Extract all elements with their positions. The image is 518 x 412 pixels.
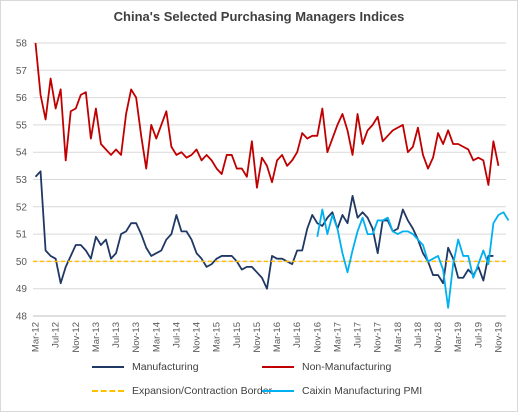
x-tick-label-nov-14: Nov-14 [192,322,203,353]
y-tick-label-53: 53 [16,175,28,186]
y-tick-label-48: 48 [16,312,28,323]
legend-swatch-expansion-border [92,390,124,392]
y-tick-label-54: 54 [16,148,28,159]
x-tick-label-nov-19: Nov-19 [493,322,504,353]
legend-swatch-manufacturing [92,366,124,368]
x-tick-label-jul-14: Jul-14 [171,322,182,348]
legend-swatch-caixin [262,390,294,392]
legend-label-non-manufacturing: Non-Manufacturing [302,361,392,373]
x-tick-label-nov-17: Nov-17 [373,322,384,353]
x-tick-label-jul-13: Jul-13 [111,322,122,348]
y-tick-label-57: 57 [16,66,28,77]
x-tick-label-jul-12: Jul-12 [51,322,62,348]
x-tick-label-nov-16: Nov-16 [312,322,323,353]
x-tick-label-jul-18: Jul-18 [413,322,424,348]
legend-item-expansion-border: Expansion/Contraction Border [92,385,272,397]
legend-label-caixin: Caixin Manufacturing PMI [302,385,423,397]
series-line-caixin-manufacturing-pmi [316,208,510,309]
x-tick-label-mar-15: Mar-15 [212,322,223,352]
y-tick-label-58: 58 [16,39,28,50]
legend-item-caixin: Caixin Manufacturing PMI [262,385,422,397]
y-tick-label-50: 50 [16,257,28,268]
x-tick-label-jul-16: Jul-16 [292,322,303,348]
x-tick-label-jul-15: Jul-15 [232,322,243,348]
x-tick-label-nov-15: Nov-15 [252,322,263,353]
legend-label-manufacturing: Manufacturing [132,361,199,373]
y-tick-label-49: 49 [16,284,28,295]
legend-swatch-non-manufacturing [262,366,294,368]
y-tick-label-52: 52 [16,202,28,213]
x-tick-label-mar-18: Mar-18 [393,322,404,352]
x-tick-label-mar-16: Mar-16 [272,322,283,352]
series-line-non-manufacturing [34,42,500,189]
series-line-manufacturing [34,170,494,290]
legend-item-manufacturing: Manufacturing [92,361,199,373]
x-tick-label-jul-17: Jul-17 [353,322,364,348]
y-tick-label-55: 55 [16,120,28,131]
chart-title: China's Selected Purchasing Managers Ind… [113,9,405,24]
x-tick-label-nov-13: Nov-13 [131,322,142,353]
x-tick-label-nov-18: Nov-18 [433,322,444,353]
x-tick-label-mar-17: Mar-17 [332,322,343,352]
legend-label-expansion-border: Expansion/Contraction Border [132,385,273,397]
y-tick-label-56: 56 [16,93,28,104]
legend-item-non-manufacturing: Non-Manufacturing [262,361,391,373]
y-tick-label-51: 51 [16,230,28,241]
x-tick-label-mar-19: Mar-19 [453,322,464,352]
x-tick-label-mar-13: Mar-13 [91,322,102,352]
x-tick-label-jul-19: Jul-19 [473,322,484,348]
x-tick-label-nov-12: Nov-12 [71,322,82,353]
x-tick-label-mar-14: Mar-14 [151,322,162,352]
x-tick-label-mar-12: Mar-12 [31,322,42,352]
